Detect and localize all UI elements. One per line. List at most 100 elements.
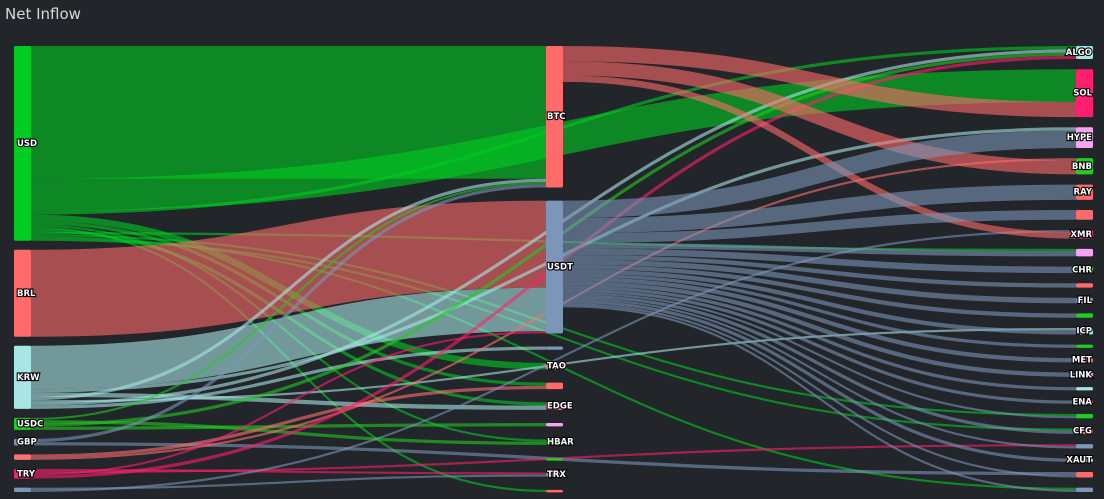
link-BRL-USDT <box>30 200 547 337</box>
node-n_salmon0[interactable] <box>14 454 31 460</box>
node-label-try: TRY <box>17 469 36 479</box>
link-USDT-ICP <box>562 269 1077 335</box>
node-label-usd: USD <box>17 139 37 149</box>
link-USDT-XAUT <box>562 299 1077 462</box>
link-USDT-n_r4 <box>562 264 1077 318</box>
link-USDT-CFG <box>562 294 1077 434</box>
node-label-gbp: GBP <box>17 438 37 448</box>
node-n_pink1[interactable] <box>546 423 563 427</box>
node-algo[interactable] <box>1076 46 1093 60</box>
node-label-krw: KRW <box>17 373 40 383</box>
node-n_salmon1[interactable] <box>546 382 563 390</box>
node-usdc[interactable] <box>14 417 31 430</box>
node-tao[interactable] <box>546 362 563 370</box>
node-usdt[interactable] <box>546 200 563 334</box>
link-KRW-n_steel1 <box>30 346 547 409</box>
node-gbp[interactable] <box>14 438 31 446</box>
node-sol[interactable] <box>1076 69 1093 118</box>
link-USDT-RAY <box>562 184 1077 234</box>
node-trx[interactable] <box>546 472 563 477</box>
node-n_r3[interactable] <box>1076 283 1093 288</box>
node-label-xaut: XAUT <box>1066 456 1092 466</box>
nodes-layer <box>14 46 1093 493</box>
node-n_r9[interactable] <box>1076 472 1093 478</box>
node-label-hbar: HBAR <box>547 438 574 448</box>
link-GBP-BTC <box>30 184 547 443</box>
node-met[interactable] <box>1076 358 1093 363</box>
link-USDT-n_r5 <box>562 273 1077 348</box>
link-USDT-n_r9 <box>562 302 1077 478</box>
link-USDT-n_r8 <box>562 297 1077 449</box>
node-n_r1[interactable] <box>1076 209 1093 220</box>
link-n_steel0-XMR <box>30 229 1077 493</box>
node-krw[interactable] <box>14 345 31 409</box>
link-BTC-BNB <box>562 61 1077 175</box>
link-USDT-HYPE <box>562 130 1077 219</box>
node-n_r4[interactable] <box>1076 313 1093 318</box>
labels-layer: USD BRL KRW USDC GBP TRY BTC USDT TAO EDGE HBAR TRX… <box>16 47 1094 481</box>
node-label-cfg: CFG <box>1073 427 1092 437</box>
node-label-hype: HYPE <box>1067 133 1092 143</box>
link-USDT-CHR <box>562 248 1077 274</box>
node-n_red1[interactable] <box>546 489 563 493</box>
node-try[interactable] <box>14 468 31 479</box>
node-n_steel1[interactable] <box>546 346 563 350</box>
link-KRW-EDGE <box>30 392 547 410</box>
node-n_r5[interactable] <box>1076 344 1093 348</box>
node-label-sol: SOL <box>1073 89 1092 99</box>
node-n_steel0[interactable] <box>14 487 31 492</box>
node-brl[interactable] <box>14 249 31 337</box>
chart-title: Net Inflow <box>5 5 81 23</box>
node-hbar[interactable] <box>546 439 563 445</box>
node-label-met: MET <box>1072 356 1092 366</box>
node-ena[interactable] <box>1076 400 1093 404</box>
link-BTC-SOL <box>562 46 1077 118</box>
node-btc[interactable] <box>546 46 563 188</box>
node-bnb[interactable] <box>1076 158 1093 175</box>
node-icp[interactable] <box>1076 327 1093 335</box>
node-edge[interactable] <box>546 402 563 410</box>
link-USDT-FIL <box>562 259 1077 304</box>
link-USDT-ENA <box>562 288 1077 404</box>
node-n_r2[interactable] <box>1076 248 1093 257</box>
node-usd[interactable] <box>14 46 31 241</box>
node-label-btc: BTC <box>547 112 566 122</box>
node-n_green1[interactable] <box>546 458 563 461</box>
node-label-icp: ICP <box>1076 327 1092 337</box>
node-label-bnb: BNB <box>1072 162 1092 172</box>
node-label-usdc: USDC <box>17 419 43 429</box>
node-label-xmr: XMR <box>1070 230 1092 240</box>
link-USDT-n_r10 <box>562 305 1077 493</box>
node-label-edge: EDGE <box>547 402 573 412</box>
node-label-brl: BRL <box>17 289 36 299</box>
node-label-chr: CHR <box>1072 265 1092 275</box>
node-link[interactable] <box>1076 372 1093 377</box>
node-hype[interactable] <box>1076 127 1093 148</box>
link-n_salmon0-n_salmon1 <box>30 385 547 458</box>
link-TRY-TRX <box>30 468 547 475</box>
node-xmr[interactable] <box>1076 229 1093 239</box>
link-USDT-n_r3 <box>562 255 1077 288</box>
node-label-ray: RAY <box>1074 188 1093 198</box>
node-fil[interactable] <box>1076 297 1093 304</box>
node-label-link: LINK <box>1070 370 1093 380</box>
link-TRY-USDT <box>30 331 547 476</box>
node-n_r6[interactable] <box>1076 387 1093 391</box>
node-cfg[interactable] <box>1076 428 1093 434</box>
node-xaut[interactable] <box>1076 458 1093 462</box>
link-USDT-n_r1 <box>562 209 1077 244</box>
link-USDT-n_r2 <box>562 243 1077 257</box>
node-chr[interactable] <box>1076 266 1093 274</box>
node-label-tao: TAO <box>547 362 566 372</box>
node-n_r10[interactable] <box>1076 487 1093 492</box>
node-label-algo: ALGO <box>1066 48 1092 58</box>
node-n_r7[interactable] <box>1076 413 1093 419</box>
link-KRW-BTC <box>30 178 547 401</box>
node-n_r8[interactable] <box>1076 444 1093 449</box>
link-USDT-MET <box>562 276 1077 363</box>
node-ray[interactable] <box>1076 184 1093 200</box>
link-USDT-n_r7 <box>562 292 1077 419</box>
node-label-usdt: USDT <box>547 262 573 272</box>
